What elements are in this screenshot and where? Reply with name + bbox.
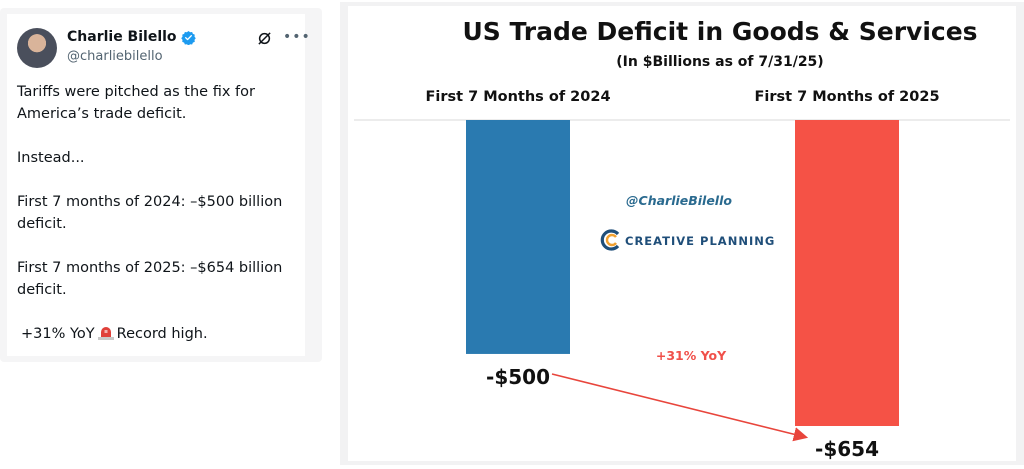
chart-panel: US Trade Deficit in Goods & Services (In… xyxy=(340,2,1024,465)
tweet-line: Instead... xyxy=(17,150,85,166)
grok-icon[interactable] xyxy=(257,31,272,46)
category-label-2025: First 7 Months of 2025 xyxy=(754,89,939,105)
yoy-annotation: +31% YoY xyxy=(656,348,727,363)
author-handle[interactable]: @charliebilello xyxy=(67,49,163,64)
author-name[interactable]: Charlie Bilello xyxy=(67,29,177,45)
tweet-text: Tariffs were pitched as the fix for Amer… xyxy=(17,81,297,345)
tweet-line: First 7 months of 2024: –$500 billion de… xyxy=(17,194,283,232)
increase-arrow xyxy=(551,373,809,442)
watermark-handle: @CharlieBilello xyxy=(626,193,732,208)
author-row: Charlie Bilello xyxy=(67,29,196,45)
value-label-2025: -$654 xyxy=(815,437,879,461)
tweet-card[interactable]: Charlie Bilello @charliebilello ••• Tari… xyxy=(7,14,310,356)
record-text: Record high. xyxy=(116,326,208,342)
tweet-line: Tariffs were pitched as the fix for Amer… xyxy=(17,84,255,122)
tweet-panel: Charlie Bilello @charliebilello ••• Tari… xyxy=(0,8,322,362)
chart-title: US Trade Deficit in Goods & Services xyxy=(462,17,977,46)
yoy-text: +31% YoY xyxy=(21,326,95,342)
chart-background xyxy=(348,6,1016,461)
value-label-2024: -$500 xyxy=(486,365,550,389)
watermark-brand: CREATIVE PLANNING xyxy=(625,234,775,248)
avatar[interactable] xyxy=(17,28,57,68)
bar-2025 xyxy=(795,120,899,426)
creative-planning-logo-icon xyxy=(600,229,620,251)
chart-subtitle: (In $Billions as of 7/31/25) xyxy=(616,54,823,70)
trade-deficit-chart: US Trade Deficit in Goods & Services (In… xyxy=(348,6,1016,461)
category-label-2024: First 7 Months of 2024 xyxy=(425,89,610,105)
bar-2024 xyxy=(466,120,570,354)
siren-icon xyxy=(97,327,114,340)
tweet-line: +31% YoY Record high. xyxy=(17,323,297,345)
tweet-line: First 7 months of 2025: –$654 billion de… xyxy=(17,260,283,298)
verified-badge-icon xyxy=(180,30,196,45)
more-icon[interactable]: ••• xyxy=(283,29,311,45)
bars-group: -$500 -$654 xyxy=(466,120,899,461)
